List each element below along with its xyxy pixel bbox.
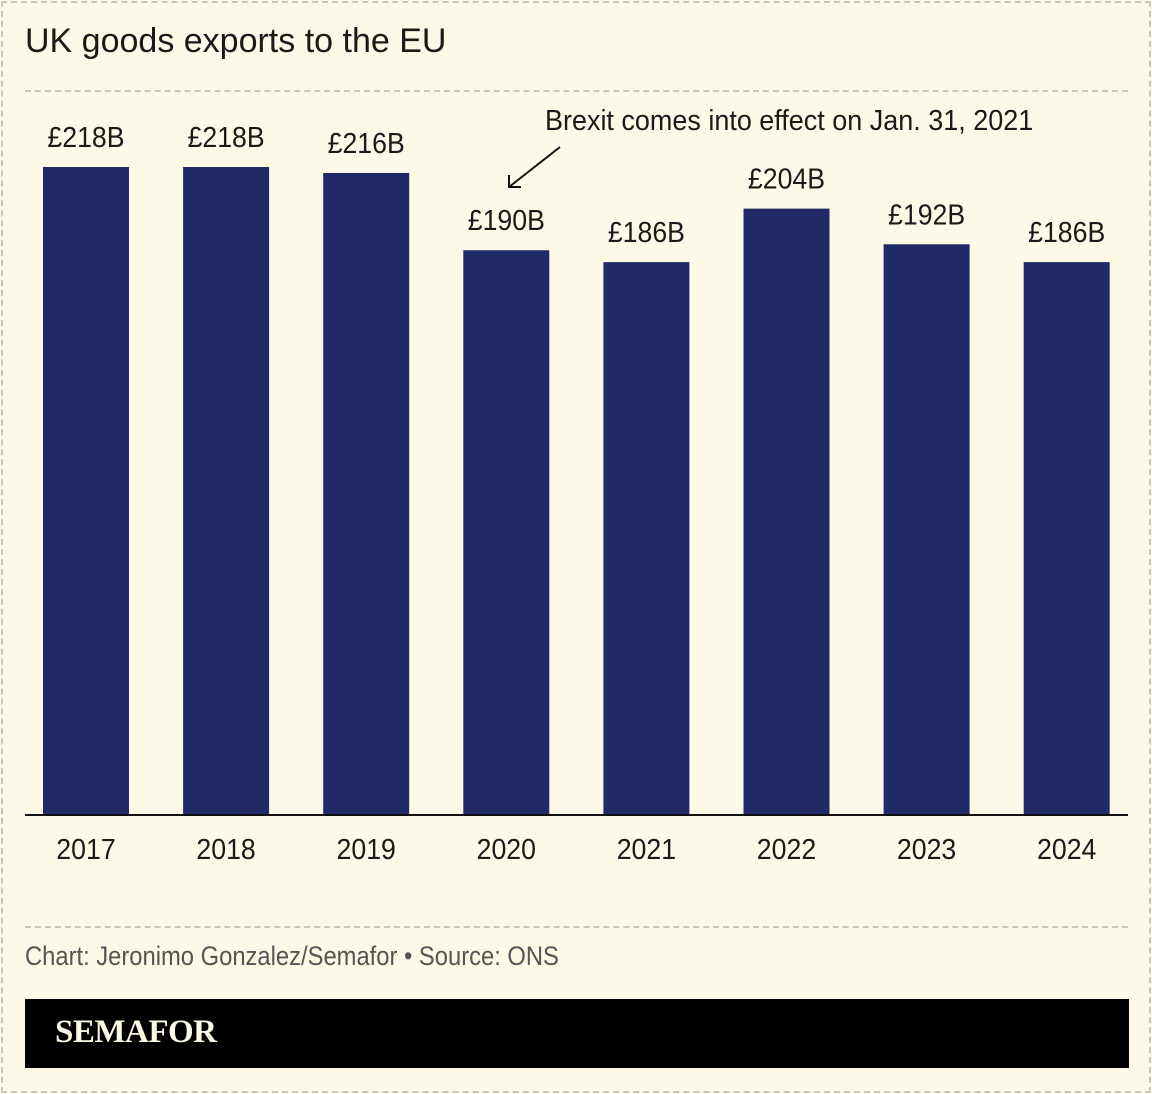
x-tick-label-2020: 2020 <box>477 833 536 865</box>
bottom-divider <box>25 926 1128 928</box>
x-tick-label-2022: 2022 <box>757 833 816 865</box>
x-tick-label-2023: 2023 <box>897 833 956 865</box>
x-tick-label-2019: 2019 <box>337 833 396 865</box>
brexit-annotation: Brexit comes into effect on Jan. 31, 202… <box>545 104 1033 136</box>
bar-2020 <box>463 250 550 815</box>
annotation-arrow <box>508 146 561 188</box>
bar-2024 <box>1023 262 1110 815</box>
data-label-2017: £218B <box>47 121 124 153</box>
brand-footer: SEMAFOR <box>25 999 1129 1068</box>
data-label-2022: £204B <box>748 163 825 195</box>
x-tick-label-2021: 2021 <box>617 833 676 865</box>
bar-2022 <box>743 208 830 815</box>
x-tick-label-2024: 2024 <box>1037 833 1096 865</box>
x-tick-label-2018: 2018 <box>196 833 255 865</box>
data-label-2024: £186B <box>1028 216 1105 248</box>
x-tick-label-2017: 2017 <box>56 833 115 865</box>
data-label-2021: £186B <box>608 216 685 248</box>
data-label-2023: £192B <box>888 198 965 230</box>
data-label-2018: £218B <box>188 121 265 153</box>
semafor-logo: SEMAFOR <box>55 1014 217 1050</box>
bar-2019 <box>323 172 410 816</box>
bar-2017 <box>43 167 129 815</box>
chart-title: UK goods exports to the EU <box>25 22 447 60</box>
bar-2018 <box>183 167 270 815</box>
bar-2021 <box>603 262 690 815</box>
data-label-2020: £190B <box>468 204 545 236</box>
data-label-2019: £216B <box>328 127 405 159</box>
chart-credit: Chart: Jeronimo Gonzalez/Semafor • Sourc… <box>25 941 559 971</box>
bar-2023 <box>883 244 970 815</box>
top-divider <box>25 90 1128 92</box>
